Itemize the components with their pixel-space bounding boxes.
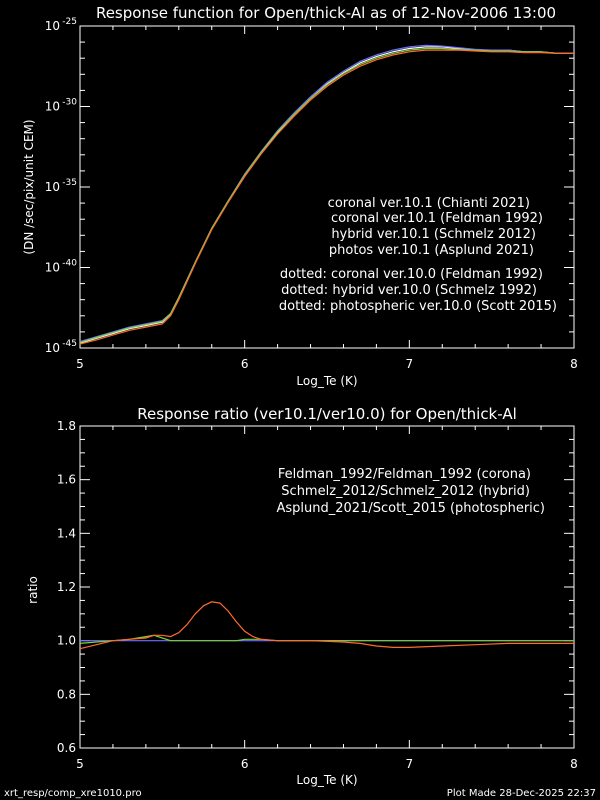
response-chart: Response function for Open/thick-Al as o… (22, 4, 578, 388)
legend-asplund-scott-ratio: Asplund_2021/Scott_2015 (photospheric) (277, 501, 546, 516)
ratio-y-tick-label: 1.6 (57, 473, 76, 487)
response-x-tick-label: 7 (406, 357, 414, 371)
legend-dotted-photospheric: dotted: photospheric ver.10.0 (Scott 201… (279, 299, 557, 314)
legend-coronal-chianti: coronal ver.10.1 (Chianti 2021) (328, 196, 530, 211)
response-y-tick-label: 10 (45, 100, 60, 114)
legend-dotted-coronal: dotted: coronal ver.10.0 (Feldman 1992) (280, 267, 543, 282)
footer-plot-date: Plot Made 28-Dec-2025 22:37 (447, 788, 596, 799)
response-x-tick-label: 8 (570, 357, 578, 371)
response-y-tick-exponent: -30 (62, 98, 77, 108)
response-x-ticks: 5 6 7 8 (76, 26, 578, 371)
ratio-y-tick-label: 0.8 (57, 687, 76, 701)
response-y-tick-exponent: -40 (62, 259, 77, 269)
ratio-y-ticks: 0.6 0.8 1.0 1.2 1.4 1.6 1.8 (57, 419, 574, 755)
response-y-tick-label: 10 (45, 261, 60, 275)
response-x-tick-label: 5 (76, 357, 84, 371)
legend-feldman-ratio: Feldman_1992/Feldman_1992 (corona) (278, 467, 531, 482)
response-y-tick-label: 10 (45, 19, 60, 33)
response-y-tick-exponent: -35 (62, 178, 77, 188)
ratio-y-label: ratio (26, 576, 40, 604)
ratio-x-tick-label: 5 (76, 757, 84, 771)
ratio-y-tick-label: 1.8 (57, 419, 76, 433)
ratio-y-tick-label: 0.6 (57, 741, 76, 755)
response-y-label: (DN /sec/pix/unit CEM) (22, 119, 36, 254)
response-legend: coronal ver.10.1 (Chianti 2021) coronal … (279, 196, 557, 314)
response-x-tick-label: 6 (241, 357, 249, 371)
ratio-y-tick-label: 1.0 (57, 634, 76, 648)
ratio-x-label: Log_Te (K) (296, 773, 357, 787)
ratio-y-tick-label: 1.4 (57, 526, 76, 540)
ratio-x-ticks: 5 6 7 8 (76, 426, 578, 771)
ratio-series-line-1 (79, 634, 574, 644)
response-chart-title: Response function for Open/thick-Al as o… (96, 4, 556, 22)
footer-source-file: xrt_resp/comp_xre1010.pro (4, 788, 142, 799)
legend-photos-asplund: photos ver.10.1 (Asplund 2021) (329, 243, 534, 258)
legend-coronal-feldman: coronal ver.10.1 (Feldman 1992) (331, 211, 543, 226)
ratio-legend: Feldman_1992/Feldman_1992 (corona) Schme… (277, 467, 546, 516)
ratio-chart-title: Response ratio (ver10.1/ver10.0) for Ope… (137, 405, 517, 423)
response-y-tick-label: 10 (45, 341, 60, 355)
legend-hybrid-schmelz: hybrid ver.10.1 (Schmelz 2012) (331, 227, 536, 242)
ratio-x-tick-label: 7 (406, 757, 414, 771)
response-x-label: Log_Te (K) (296, 374, 357, 388)
ratio-chart: Response ratio (ver10.1/ver10.0) for Ope… (26, 405, 578, 787)
ratio-series-lines (79, 601, 574, 650)
ratio-x-tick-label: 6 (241, 757, 249, 771)
ratio-x-tick-label: 8 (570, 757, 578, 771)
response-y-tick-exponent: -45 (62, 339, 77, 349)
legend-schmelz-ratio: Schmelz_2012/Schmelz_2012 (hybrid) (281, 484, 530, 499)
response-series-lines (79, 44, 574, 345)
response-series-line-2 (79, 47, 574, 343)
ratio-y-tick-label: 1.2 (57, 580, 76, 594)
ratio-series-line-2 (79, 601, 574, 650)
response-y-tick-exponent: -25 (62, 17, 77, 27)
legend-dotted-hybrid: dotted: hybrid ver.10.0 (Schmelz 1992) (281, 283, 537, 298)
response-series-line-3 (79, 49, 574, 345)
response-y-tick-label: 10 (45, 180, 60, 194)
